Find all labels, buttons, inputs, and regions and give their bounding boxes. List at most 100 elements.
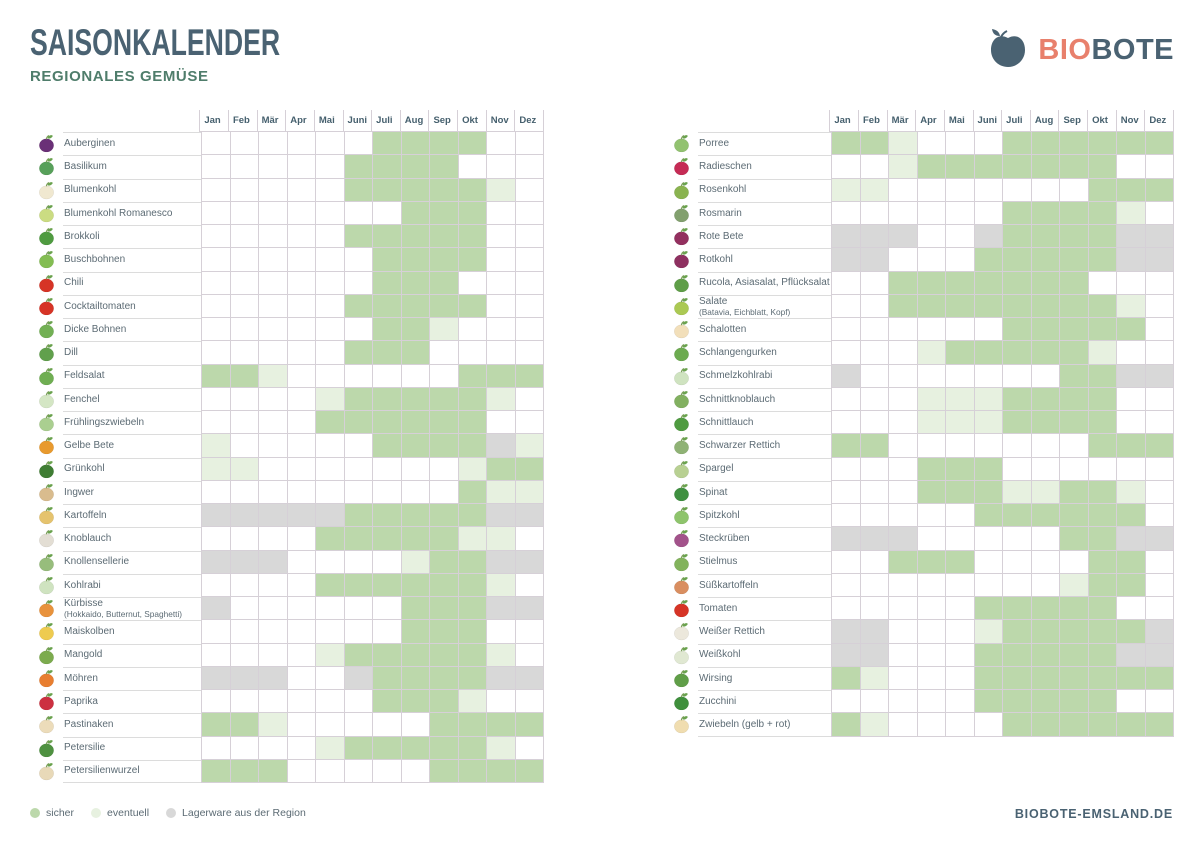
cell-Apr: [287, 294, 315, 317]
month-cells: [831, 550, 1174, 574]
cell-Sep: [430, 643, 458, 666]
cell-Feb: [860, 713, 888, 736]
cell-Aug: [401, 736, 429, 759]
cell-Aug: [401, 178, 429, 201]
month-header-Mai: Mai: [314, 110, 343, 131]
row-label: Schnittknoblauch: [698, 387, 831, 411]
cell-Okt: [1088, 294, 1116, 317]
cell-Mär: [259, 759, 287, 782]
cell-Mai: [946, 364, 974, 387]
label-column-spacer: [30, 110, 199, 132]
month-header-Mär: Mär: [257, 110, 286, 131]
cell-Aug: [1031, 318, 1059, 341]
cell-Aug: [401, 597, 429, 620]
cell-Juli: [373, 225, 401, 248]
cell-Apr: [917, 155, 945, 178]
cell-Mai: [946, 178, 974, 201]
cell-Sep: [1060, 132, 1088, 155]
cell-Apr: [287, 573, 315, 596]
cell-Apr: [287, 736, 315, 759]
cell-Apr: [917, 690, 945, 713]
cell-Okt: [458, 666, 486, 689]
cell-Jan: [202, 132, 230, 155]
table-row: Kohlrabi: [30, 573, 544, 597]
cell-Aug: [401, 294, 429, 317]
legend-dot-L: [91, 808, 102, 818]
cell-Juni: [344, 341, 372, 364]
cell-Nov: [1117, 411, 1145, 434]
cell-Mär: [259, 411, 287, 434]
cell-Juli: [373, 597, 401, 620]
month-cells: [831, 597, 1174, 621]
cell-Feb: [860, 457, 888, 480]
row-label: Knoblauch: [63, 527, 201, 550]
cell-Nov: [1117, 341, 1145, 364]
rucola-icon: [665, 272, 698, 295]
cell-Mai: [316, 550, 344, 573]
table-row: Spargel: [665, 457, 1174, 481]
cell-Okt: [1088, 411, 1116, 434]
cell-Juli: [1003, 690, 1031, 713]
cell-Sep: [1060, 178, 1088, 201]
cell-Jan: [832, 178, 860, 201]
table-row: Fenchel: [30, 387, 544, 411]
cell-Mai: [316, 690, 344, 713]
cell-Okt: [458, 225, 486, 248]
cell-Feb: [230, 527, 258, 550]
cell-Apr: [287, 527, 315, 550]
cell-Apr: [917, 132, 945, 155]
cell-Jan: [202, 666, 230, 689]
cell-Feb: [230, 411, 258, 434]
cell-Nov: [1117, 457, 1145, 480]
cell-Nov: [1117, 271, 1145, 294]
cell-Feb: [230, 643, 258, 666]
cell-Nov: [487, 341, 515, 364]
month-cells: [831, 480, 1174, 504]
schwarzer-rettich-icon: [665, 434, 698, 457]
cell-Nov: [487, 155, 515, 178]
cell-Mai: [316, 341, 344, 364]
cell-Aug: [1031, 225, 1059, 248]
month-cells: [831, 690, 1174, 714]
row-label: Schnittlauch: [698, 411, 831, 434]
pastinaken-icon: [30, 713, 63, 736]
table-row: Paprika: [30, 690, 544, 714]
cell-Jan: [832, 248, 860, 271]
dicke-bohnen-icon: [30, 318, 63, 341]
kartoffeln-icon: [30, 504, 63, 527]
cell-Juli: [1003, 504, 1031, 527]
table-row: Salate (Batavia, Eichblatt, Kopf): [665, 294, 1174, 318]
cell-Jan: [832, 411, 860, 434]
table-row: Maiskolben: [30, 620, 544, 644]
cell-Mai: [946, 480, 974, 503]
cell-Dez: [515, 480, 543, 503]
cell-Okt: [458, 364, 486, 387]
cell-Sep: [430, 225, 458, 248]
cell-Aug: [1031, 411, 1059, 434]
cell-Feb: [230, 318, 258, 341]
cell-Dez: [515, 155, 543, 178]
cell-Juli: [373, 573, 401, 596]
cell-Nov: [487, 132, 515, 155]
cell-Mai: [316, 597, 344, 620]
cell-Apr: [287, 713, 315, 736]
cell-Jan: [202, 713, 230, 736]
feldsalat-icon: [30, 365, 63, 388]
cell-Mär: [259, 318, 287, 341]
cell-Dez: [1145, 690, 1173, 713]
table-row: Rucola, Asiasalat, Pflücksalat: [665, 271, 1174, 295]
cell-Apr: [287, 271, 315, 294]
cell-Juli: [373, 620, 401, 643]
cell-Dez: [1145, 573, 1173, 596]
cell-Dez: [1145, 271, 1173, 294]
cell-Mär: [889, 620, 917, 643]
cell-Dez: [1145, 643, 1173, 666]
cell-Okt: [1088, 573, 1116, 596]
cell-Jan: [832, 643, 860, 666]
cell-Dez: [1145, 248, 1173, 271]
month-header-Juni: Juni: [973, 110, 1002, 131]
cell-Juli: [1003, 155, 1031, 178]
row-label: Steckrüben: [698, 527, 831, 550]
cell-Nov: [1117, 201, 1145, 224]
schalotten-icon: [665, 318, 698, 341]
